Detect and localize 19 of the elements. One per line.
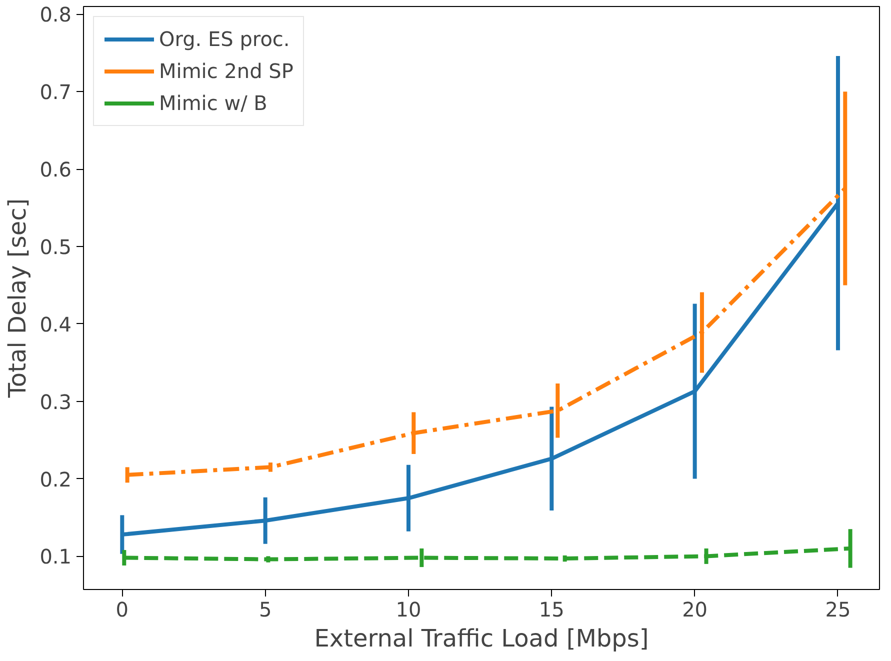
legend-label: Mimic w/ B bbox=[159, 91, 268, 115]
x-tick-label: 5 bbox=[258, 598, 272, 622]
y-tick-label: 0.8 bbox=[40, 2, 72, 27]
y-tick-label: 0.5 bbox=[40, 235, 72, 260]
x-tick-label: 25 bbox=[825, 598, 851, 622]
legend-label: Org. ES proc. bbox=[159, 27, 290, 51]
y-axis-title: Total Delay [sec] bbox=[4, 198, 32, 399]
legend-label: Mimic 2nd SP bbox=[159, 59, 294, 83]
y-tick-label: 0.2 bbox=[40, 467, 72, 492]
y-tick-label: 0.4 bbox=[40, 312, 72, 336]
x-tick-label: 10 bbox=[396, 598, 422, 622]
x-tick-label: 15 bbox=[538, 598, 564, 622]
y-tick-label: 0.7 bbox=[40, 80, 72, 104]
x-axis-title: External Traffic Load [Mbps] bbox=[314, 624, 649, 652]
x-tick-label: 20 bbox=[682, 598, 708, 622]
x-tick-label: 0 bbox=[116, 598, 129, 622]
y-tick-label: 0.1 bbox=[40, 544, 72, 569]
y-tick-label: 0.3 bbox=[40, 390, 72, 414]
y-tick-label: 0.6 bbox=[40, 158, 72, 182]
